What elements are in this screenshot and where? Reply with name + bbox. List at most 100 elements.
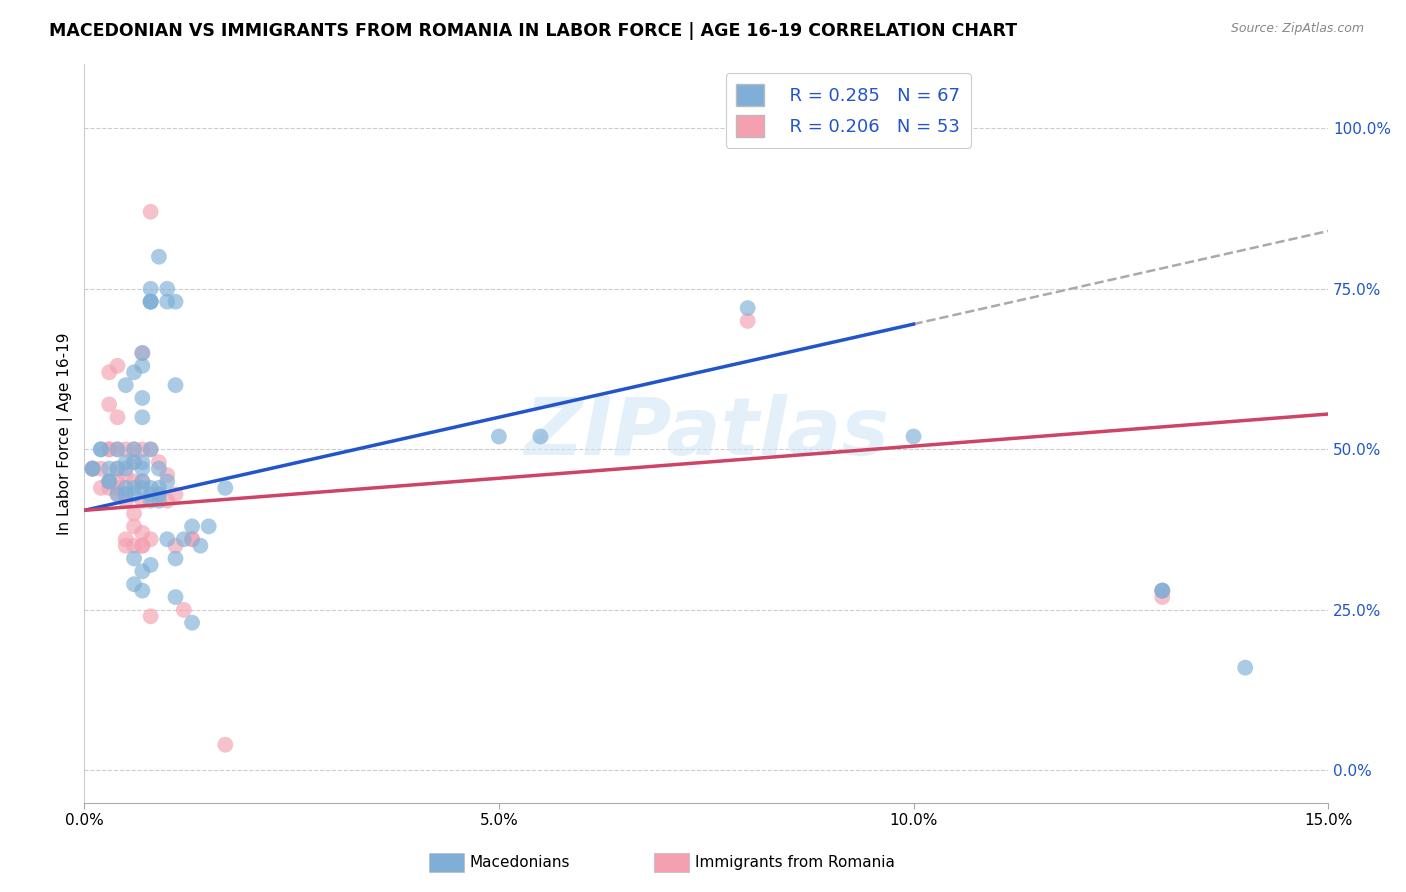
Point bbox=[139, 442, 162, 457]
Point bbox=[214, 738, 236, 752]
Point bbox=[148, 481, 170, 495]
Point bbox=[114, 539, 136, 553]
Point bbox=[1234, 661, 1257, 675]
Point bbox=[131, 455, 153, 469]
Point bbox=[122, 455, 145, 469]
Point bbox=[122, 519, 145, 533]
Point bbox=[1152, 590, 1174, 604]
Point bbox=[131, 391, 153, 405]
Point bbox=[139, 294, 162, 309]
Point bbox=[98, 475, 121, 489]
Point bbox=[82, 461, 104, 475]
Point bbox=[98, 461, 121, 475]
Point bbox=[114, 487, 136, 501]
Point bbox=[98, 365, 121, 379]
Point bbox=[107, 475, 129, 489]
Point bbox=[165, 487, 187, 501]
Point bbox=[181, 533, 204, 547]
Point bbox=[139, 533, 162, 547]
Point bbox=[131, 539, 153, 553]
Point bbox=[98, 442, 121, 457]
Point bbox=[139, 442, 162, 457]
Point bbox=[165, 551, 187, 566]
Text: MACEDONIAN VS IMMIGRANTS FROM ROMANIA IN LABOR FORCE | AGE 16-19 CORRELATION CHA: MACEDONIAN VS IMMIGRANTS FROM ROMANIA IN… bbox=[49, 22, 1018, 40]
Text: Immigrants from Romania: Immigrants from Romania bbox=[695, 855, 894, 870]
Point bbox=[131, 481, 153, 495]
Point bbox=[197, 519, 219, 533]
Point bbox=[148, 250, 170, 264]
Point bbox=[214, 481, 236, 495]
Point bbox=[131, 493, 153, 508]
Point bbox=[131, 525, 153, 540]
Point bbox=[148, 461, 170, 475]
Point bbox=[114, 487, 136, 501]
Point bbox=[156, 533, 179, 547]
Point bbox=[1152, 583, 1174, 598]
Point bbox=[114, 442, 136, 457]
Point bbox=[114, 533, 136, 547]
Point bbox=[529, 429, 551, 443]
Point bbox=[148, 487, 170, 501]
Point bbox=[139, 294, 162, 309]
Point bbox=[122, 487, 145, 501]
Point bbox=[156, 282, 179, 296]
Point bbox=[181, 533, 204, 547]
Point bbox=[107, 461, 129, 475]
Point bbox=[122, 539, 145, 553]
Point bbox=[122, 475, 145, 489]
Point bbox=[737, 314, 759, 328]
Point bbox=[165, 539, 187, 553]
Point bbox=[122, 481, 145, 495]
Point bbox=[122, 442, 145, 457]
Point bbox=[82, 461, 104, 475]
Point bbox=[98, 475, 121, 489]
Y-axis label: In Labor Force | Age 16-19: In Labor Force | Age 16-19 bbox=[58, 332, 73, 534]
Point bbox=[156, 493, 179, 508]
Point bbox=[131, 346, 153, 360]
Point bbox=[156, 475, 179, 489]
Point bbox=[139, 558, 162, 572]
Point bbox=[903, 429, 925, 443]
Point bbox=[156, 468, 179, 483]
Point bbox=[131, 359, 153, 373]
Point bbox=[82, 461, 104, 475]
Point bbox=[90, 442, 112, 457]
Point bbox=[107, 461, 129, 475]
Point bbox=[114, 461, 136, 475]
Point bbox=[107, 481, 129, 495]
Point bbox=[139, 481, 162, 495]
Point bbox=[122, 551, 145, 566]
Legend:   R = 0.285   N = 67,   R = 0.206   N = 53: R = 0.285 N = 67, R = 0.206 N = 53 bbox=[725, 73, 970, 148]
Point bbox=[131, 442, 153, 457]
Point bbox=[107, 410, 129, 425]
Point bbox=[131, 410, 153, 425]
Point bbox=[114, 378, 136, 392]
Point bbox=[114, 455, 136, 469]
Point bbox=[148, 493, 170, 508]
Point bbox=[131, 346, 153, 360]
Point bbox=[98, 442, 121, 457]
Point bbox=[90, 481, 112, 495]
Point bbox=[114, 493, 136, 508]
Point bbox=[90, 442, 112, 457]
Point bbox=[131, 475, 153, 489]
Point bbox=[173, 603, 195, 617]
Point bbox=[131, 539, 153, 553]
Point bbox=[139, 294, 162, 309]
Point bbox=[122, 365, 145, 379]
Point bbox=[98, 481, 121, 495]
Text: Macedonians: Macedonians bbox=[470, 855, 569, 870]
Point bbox=[131, 475, 153, 489]
Point bbox=[107, 359, 129, 373]
Point bbox=[122, 577, 145, 591]
Point bbox=[181, 519, 204, 533]
Point bbox=[1152, 583, 1174, 598]
Point bbox=[114, 468, 136, 483]
Point bbox=[107, 487, 129, 501]
Point bbox=[139, 493, 162, 508]
Point bbox=[122, 507, 145, 521]
Point bbox=[114, 481, 136, 495]
Point bbox=[107, 487, 129, 501]
Point bbox=[1152, 583, 1174, 598]
Text: Source: ZipAtlas.com: Source: ZipAtlas.com bbox=[1230, 22, 1364, 36]
